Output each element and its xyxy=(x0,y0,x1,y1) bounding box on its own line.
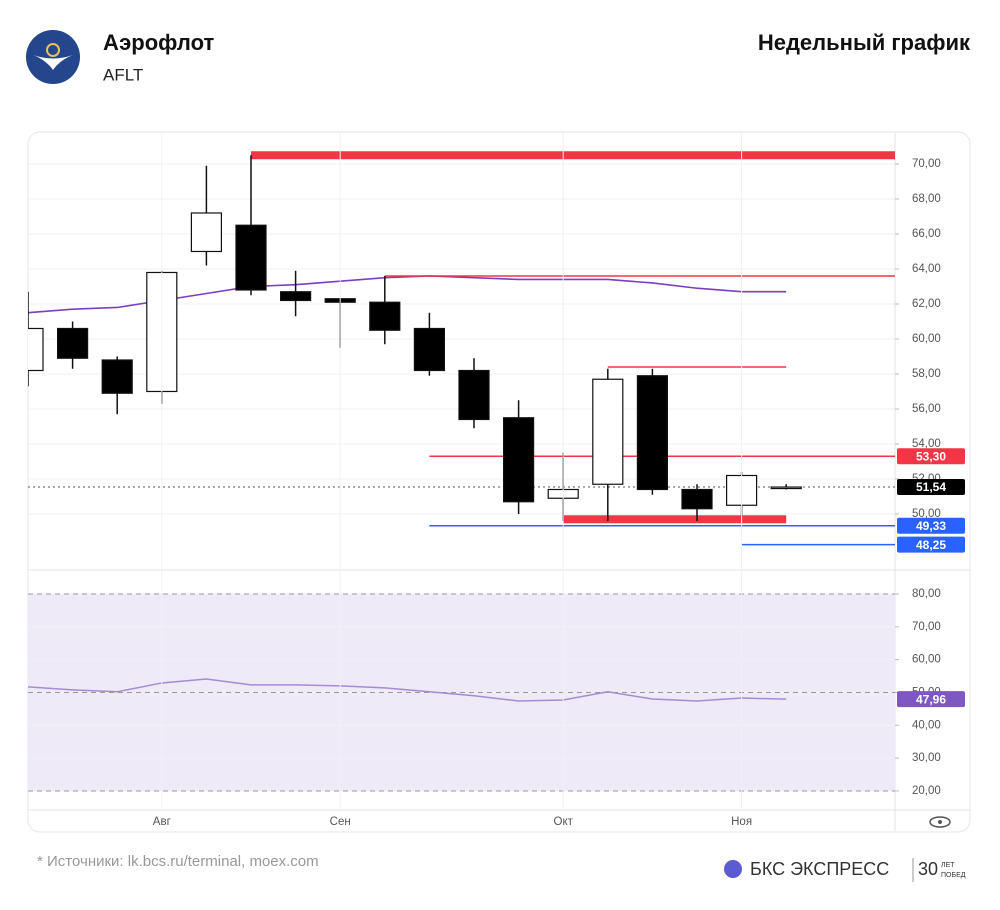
candle-body xyxy=(28,327,44,372)
candle-body xyxy=(280,291,312,302)
level-label: 48,25 xyxy=(916,538,946,552)
candle-body xyxy=(770,486,802,490)
plot-area xyxy=(28,151,895,792)
y-tick-label: 62,00 xyxy=(912,298,941,310)
x-tick-label: Ноя xyxy=(731,816,752,828)
y-tick-label: 68,00 xyxy=(912,193,941,205)
y-tick-label: 30,00 xyxy=(912,752,941,764)
level-label: 49,33 xyxy=(916,519,946,533)
badge-bottom: ПОБЕД xyxy=(941,872,966,879)
candle-body xyxy=(101,359,133,394)
badge-num: 30 xyxy=(918,859,938,879)
candle-body xyxy=(681,488,713,510)
candle-body xyxy=(190,212,222,253)
y-tick-label: 40,00 xyxy=(912,719,941,731)
last-price-label-box xyxy=(897,479,965,496)
logo-wing xyxy=(33,55,73,70)
period: Недельный график xyxy=(758,30,971,55)
y-tick-label: 66,00 xyxy=(912,228,941,240)
y-tick-label: 70,00 xyxy=(912,621,941,633)
eye-icon[interactable] xyxy=(929,816,951,828)
last-value-label-box xyxy=(897,691,965,708)
level-label: 53,30 xyxy=(916,449,946,463)
title: Аэрофлот xyxy=(103,30,214,55)
y-tick-label: 54,00 xyxy=(912,438,941,450)
level-label-box xyxy=(897,517,965,534)
candle-body xyxy=(56,327,89,359)
candle-body xyxy=(458,369,490,421)
line xyxy=(28,678,787,702)
y-tick-label: 64,00 xyxy=(912,263,941,275)
y-tick-label: 58,00 xyxy=(912,368,941,380)
badge-top: ЛЕТ xyxy=(941,862,955,869)
candle-body xyxy=(369,301,401,331)
y-tick-label: 70,00 xyxy=(912,158,941,170)
logo-mark xyxy=(46,43,60,57)
candle-body xyxy=(235,224,267,291)
brand: БКС ЭКСПРЕСС xyxy=(750,859,889,879)
y-tick-label: 56,00 xyxy=(912,403,941,415)
last-value-label: 47,96 xyxy=(916,692,946,706)
x-tick-label: Окт xyxy=(554,816,574,828)
y-tick-label: 20,00 xyxy=(912,785,941,797)
y-tick-label: 80,00 xyxy=(912,588,941,600)
x-tick-label: Авг xyxy=(153,816,171,828)
brand-logo xyxy=(724,860,742,878)
candle-body xyxy=(503,417,535,503)
last-price-label: 51,54 xyxy=(916,480,946,494)
x-tick-label: Сен xyxy=(330,816,351,828)
candle-body xyxy=(636,375,669,491)
y-tick-label: 60,00 xyxy=(912,654,941,666)
ticker: AFLT xyxy=(103,65,143,84)
y-tick-label: 60,00 xyxy=(912,333,941,345)
level-label-box xyxy=(897,536,965,553)
source: * Источники: lk.bcs.ru/terminal, moex.co… xyxy=(37,853,319,870)
candle-body xyxy=(592,378,624,485)
candle-body xyxy=(413,327,445,372)
y-tick-label: 50,00 xyxy=(912,508,941,520)
level-label-box xyxy=(897,448,965,465)
